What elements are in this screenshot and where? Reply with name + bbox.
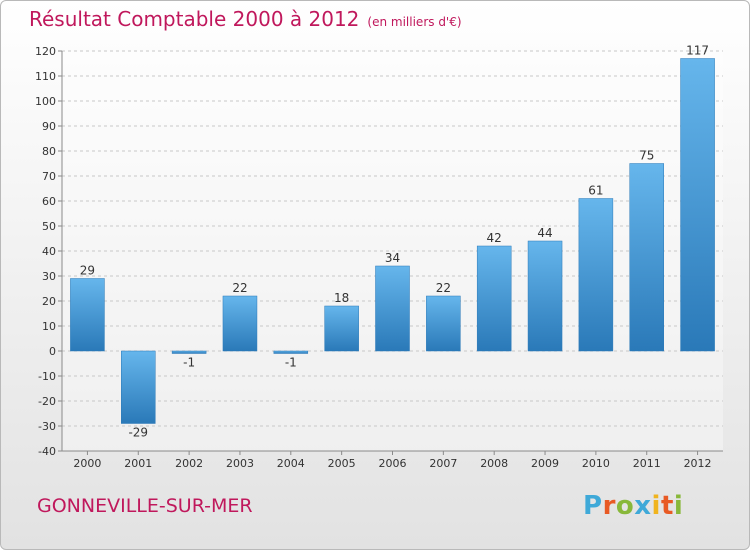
- x-tick-label-2006: 2006: [379, 457, 407, 470]
- bar-2003: [222, 295, 258, 352]
- data-label-2011: 75: [639, 149, 654, 163]
- proxiti-logo: Proxiti: [583, 491, 683, 521]
- chart-title-text: Résultat Comptable 2000 à 2012: [29, 7, 360, 31]
- data-label-2007: 22: [436, 281, 451, 295]
- y-tick-label: 0: [49, 345, 56, 358]
- logo-letter: x: [634, 491, 652, 521]
- y-tick-label: 120: [35, 45, 56, 58]
- data-label-2004: -1: [285, 356, 297, 370]
- logo-letter: r: [602, 491, 616, 521]
- x-tick-label-2009: 2009: [531, 457, 559, 470]
- bar-2010: [578, 198, 614, 352]
- x-tick-label-2008: 2008: [480, 457, 508, 470]
- data-label-2009: 44: [537, 226, 552, 240]
- y-tick-label: -20: [38, 395, 56, 408]
- y-tick-label: 30: [42, 270, 56, 283]
- bar-2000: [70, 278, 105, 352]
- x-tick-label-2007: 2007: [429, 457, 457, 470]
- bar-2009: [527, 240, 563, 352]
- logo-letter: o: [615, 491, 635, 521]
- data-label-2003: 22: [232, 281, 247, 295]
- y-tick-label: 60: [42, 195, 56, 208]
- y-tick-label: 80: [42, 145, 56, 158]
- bar-2004: [273, 350, 309, 354]
- x-tick-label-2001: 2001: [124, 457, 152, 470]
- bar-2011: [629, 163, 664, 352]
- y-tick-label: 100: [35, 95, 56, 108]
- place-name: GONNEVILLE-SUR-MER: [37, 495, 253, 517]
- data-label-2000: 29: [80, 264, 95, 278]
- y-tick-label: 10: [42, 320, 56, 333]
- bar-2012: [680, 58, 715, 352]
- data-label-2010: 61: [588, 184, 603, 198]
- x-tick-label-2011: 2011: [633, 457, 661, 470]
- bar-2006: [375, 265, 410, 352]
- logo-letter: P: [583, 491, 603, 521]
- x-tick-label-2003: 2003: [226, 457, 254, 470]
- x-tick-label-2000: 2000: [73, 457, 101, 470]
- bar-2008: [476, 245, 512, 352]
- y-tick-label: 70: [42, 170, 56, 183]
- data-label-2005: 18: [334, 291, 349, 305]
- x-tick-label-2002: 2002: [175, 457, 203, 470]
- data-label-2012: 117: [686, 44, 709, 58]
- bar-2005: [324, 305, 359, 352]
- y-tick-label: -10: [38, 370, 56, 383]
- y-tick-label: 110: [35, 70, 56, 83]
- y-tick-label: -30: [38, 420, 56, 433]
- bar-2007: [426, 295, 461, 352]
- data-label-2008: 42: [487, 231, 502, 245]
- chart-unit: (en milliers d'€): [367, 15, 462, 29]
- x-tick-label-2004: 2004: [277, 457, 305, 470]
- x-tick-label-2012: 2012: [684, 457, 712, 470]
- y-tick-label: 50: [42, 220, 56, 233]
- y-tick-label: 20: [42, 295, 56, 308]
- y-tick-label: -40: [38, 445, 56, 458]
- data-label-2002: -1: [183, 356, 195, 370]
- logo-letter: i: [651, 491, 661, 521]
- y-tick-label: 40: [42, 245, 56, 258]
- x-tick-label-2005: 2005: [328, 457, 356, 470]
- logo-letter: t: [660, 491, 674, 521]
- chart-title: Résultat Comptable 2000 à 2012 (en millie…: [29, 7, 462, 31]
- bar-2001: [121, 350, 156, 424]
- x-tick-label-2010: 2010: [582, 457, 610, 470]
- data-label-2006: 34: [385, 251, 400, 265]
- y-tick-label: 90: [42, 120, 56, 133]
- data-label-2001: -29: [128, 426, 148, 440]
- logo-letter: i: [673, 491, 684, 521]
- bar-2002: [171, 350, 207, 354]
